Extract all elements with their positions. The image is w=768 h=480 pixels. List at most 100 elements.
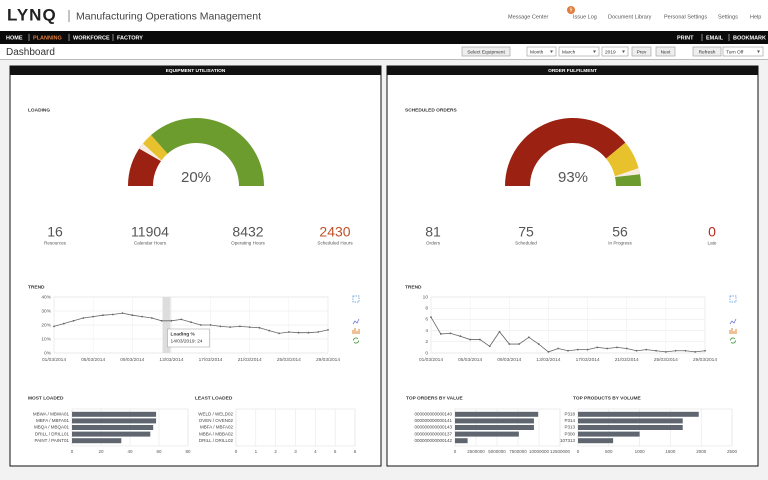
x-tick-label: 0 [577, 449, 580, 454]
trend-point [229, 326, 232, 328]
button[interactable] [655, 46, 676, 57]
trend-point [131, 314, 134, 317]
trend-point [92, 315, 95, 318]
trend-point [635, 349, 638, 352]
trend-point [576, 348, 579, 351]
gauge-needle [611, 168, 640, 178]
trend-point [297, 331, 300, 334]
tooltip [167, 328, 210, 348]
trend-point [459, 335, 462, 338]
bar-icon[interactable] [729, 328, 737, 334]
trend-point [141, 315, 143, 318]
x-tick-label: 17/03/2014 [199, 357, 223, 363]
menu-item[interactable]: FACTORY [117, 35, 143, 41]
app-title: Manufacturing Operations Management [76, 10, 261, 22]
header-link[interactable]: Message Center [508, 14, 549, 20]
bar [455, 438, 468, 444]
kpi-value: 11904 [131, 224, 169, 240]
bar [578, 431, 640, 437]
category-label: P318 [564, 411, 575, 416]
button[interactable] [461, 46, 511, 57]
button[interactable] [692, 46, 722, 57]
x-tick-label: 10000000 [529, 449, 550, 454]
gauge-value: 20% [181, 169, 211, 186]
gauge-needle [139, 143, 165, 164]
x-tick-label: 29/03/2014 [316, 357, 340, 363]
x-tick-label: 05/03/2014 [81, 357, 105, 363]
x-tick-label: 7500000 [509, 449, 527, 454]
x-tick-label: 3 [294, 449, 297, 454]
x-tick-label: 2 [274, 449, 277, 454]
zoom-icon[interactable] [352, 295, 360, 303]
menu-item[interactable]: PLANNING [33, 35, 62, 41]
hover-band [162, 297, 171, 353]
button-label: Refresh [699, 49, 716, 55]
header-link[interactable]: Help [750, 14, 761, 20]
x-tick-label: 21/03/2014 [615, 357, 639, 363]
header-link[interactable]: Personal Settings [664, 14, 707, 20]
toolbar-bg [0, 44, 768, 60]
x-tick-label: 13/03/2014 [159, 357, 183, 363]
category-label: MBFA / MBFA02 [200, 425, 234, 430]
x-tick-label: 0 [454, 449, 457, 454]
header-link[interactable]: Document Library [608, 14, 652, 20]
select[interactable] [558, 46, 600, 57]
category-label: P313 [564, 425, 575, 430]
select[interactable] [601, 46, 629, 57]
kpi-value: 2430 [319, 224, 350, 240]
zoom-icon[interactable] [729, 295, 737, 303]
select[interactable] [722, 46, 764, 57]
x-tick-label: 13/03/2014 [536, 357, 560, 363]
y-tick-label: 10 [423, 294, 429, 300]
bar [455, 418, 534, 424]
trend-point [488, 345, 491, 348]
menu-action[interactable]: PRINT [677, 35, 694, 41]
x-tick-label: 29/03/2014 [693, 357, 717, 363]
line-icon[interactable] [729, 318, 737, 325]
trend-point [307, 331, 310, 334]
category-label: 000000000000140 [414, 411, 452, 416]
bar [455, 431, 519, 437]
bar [72, 438, 122, 444]
x-tick-label: 01/03/2014 [419, 357, 443, 363]
trend-point [557, 347, 560, 350]
kpi-value: 8432 [232, 224, 263, 240]
y-tick-label: 2 [425, 339, 428, 345]
bar [578, 418, 683, 424]
select-value: 2019 [605, 49, 616, 55]
trend-point [62, 322, 65, 325]
x-tick-label: 500 [605, 449, 613, 454]
header-link[interactable]: Issue Log [573, 14, 597, 20]
menu-action[interactable]: BOOKMARK [733, 35, 766, 41]
x-tick-label: 1 [255, 449, 258, 454]
bar [578, 411, 699, 417]
trend-point [527, 336, 530, 339]
refresh-icon[interactable] [729, 337, 737, 344]
category-label: 000000000000143 [414, 425, 452, 430]
y-tick-label: 0 [425, 350, 428, 356]
x-tick-label: 0 [235, 449, 238, 454]
line-icon[interactable] [352, 318, 360, 325]
menu-item[interactable]: WORKFORCE [73, 35, 110, 41]
trend-point [317, 331, 320, 333]
button[interactable] [631, 46, 652, 57]
menu-action[interactable]: EMAIL [706, 35, 724, 41]
x-tick-label: 21/03/2014 [238, 357, 262, 363]
badge [567, 6, 575, 14]
bar [578, 438, 614, 444]
refresh-icon[interactable] [352, 337, 360, 344]
category-label: 107313 [560, 438, 576, 443]
bar-icon[interactable] [352, 328, 360, 334]
trend-point [596, 346, 599, 349]
y-tick-label: 6 [425, 317, 428, 323]
menu-item[interactable]: HOME [6, 35, 23, 41]
button-label: Select Equipment [467, 49, 505, 55]
header-link[interactable]: Settings [718, 14, 738, 20]
tooltip-title: Loading % [171, 331, 196, 337]
select[interactable] [526, 46, 557, 57]
x-tick-label: 1000 [635, 449, 646, 454]
trend-point [327, 329, 329, 331]
x-tick-label: 2500 [727, 449, 738, 454]
x-tick-label: 05/03/2014 [458, 357, 482, 363]
kpi-value: 0 [708, 224, 716, 240]
